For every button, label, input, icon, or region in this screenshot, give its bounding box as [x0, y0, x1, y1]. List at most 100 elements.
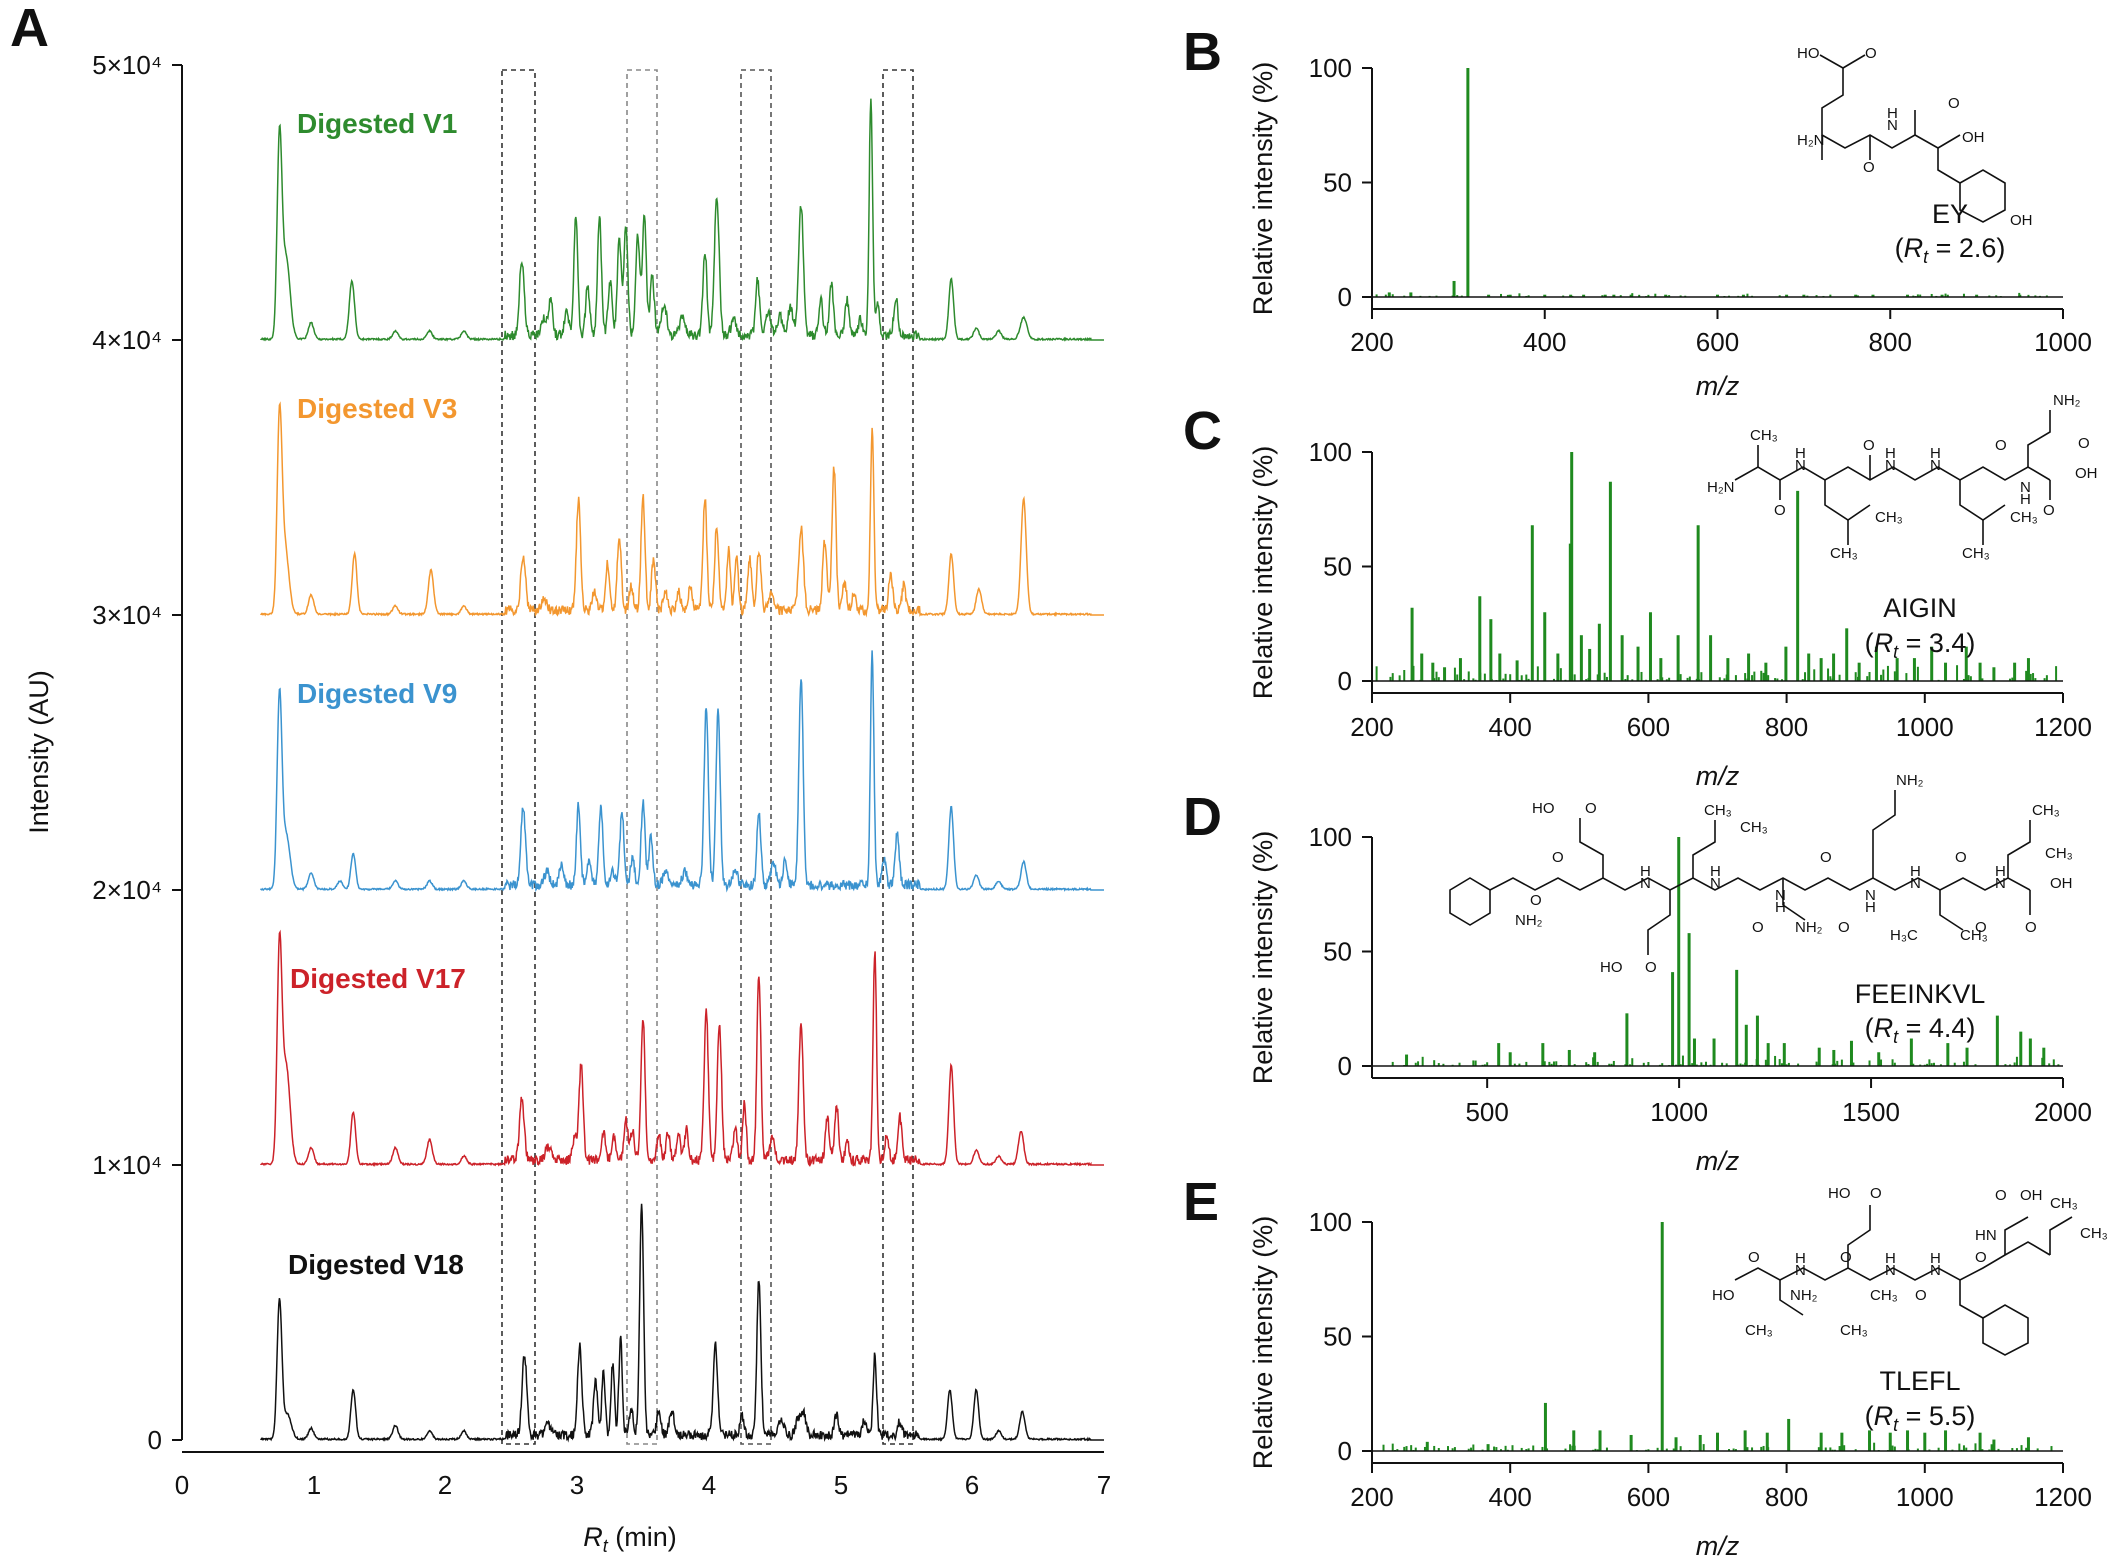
chem-label: O: [2043, 502, 2055, 519]
chem-label: NH₂: [2053, 392, 2081, 409]
panel-a-x-ticks: 0 1 2 3 4 5 6 7: [175, 1470, 1111, 1500]
ms-spectrum: [1375, 452, 2058, 681]
rt-part: = 3.4): [1898, 628, 1975, 658]
chem-label: N: [1995, 875, 2006, 892]
bond: [1779, 1280, 1804, 1316]
chem-label: O: [1820, 849, 1832, 866]
bond: [2007, 820, 2031, 878]
bond: [1819, 54, 1916, 149]
chem-label: NH₂: [1515, 912, 1543, 929]
chem-label: O: [2025, 919, 2037, 936]
ms-spectrum: [1382, 1222, 2053, 1451]
rt-part: (: [1895, 233, 1904, 263]
chem-label: HO: [1600, 959, 1623, 976]
chromatogram-v9: [260, 650, 1104, 893]
ring: [1982, 1304, 2029, 1356]
x-tick-label: 7: [1097, 1470, 1111, 1500]
y-tick-label: 0: [148, 1425, 162, 1455]
chem-label: O: [1748, 1249, 1760, 1266]
peptide-rt: (Rt = 4.4): [1865, 1013, 1976, 1047]
bond: [1914, 134, 2006, 223]
panel-letter: E: [1183, 1172, 1219, 1232]
ms-y-label: Relative intensity (%): [1248, 62, 1278, 316]
chem-label: N: [1887, 117, 1898, 134]
chem-label: O: [1863, 159, 1875, 176]
bond: [1937, 134, 1961, 149]
chem-label: HO: [1828, 1185, 1851, 1202]
rt-part: t: [1893, 642, 1899, 662]
structure-ey: [1819, 54, 2006, 223]
chem-label: NH₂: [1795, 919, 1823, 936]
bond: [1782, 878, 1806, 921]
chem-label: O: [1865, 45, 1877, 62]
chem-label: CH₃: [1870, 1287, 1898, 1304]
chem-label: N: [1710, 875, 1721, 892]
y-tick-label: 50: [1323, 937, 1352, 967]
y-tick-label: 50: [1323, 168, 1352, 198]
chem-label: O: [1752, 919, 1764, 936]
chem-label: N: [1795, 1262, 1806, 1279]
panel-a: A 0 1×10⁴ 2×10⁴ 3×10⁴ 4×10⁴ 5×10⁴ Intens…: [10, 0, 1111, 1556]
panel-e: E 0 50 100 200 400 600 800 1000 1200 Relative inte…: [1183, 1172, 2092, 1561]
chem-label: N: [1910, 875, 1921, 892]
chem-label: O: [1585, 800, 1597, 817]
structure-tlefl-labels: HO O O OH CH₃ HN CH₃ O N H O N H O N H H…: [1712, 1185, 2108, 1339]
chem-label: HO: [1532, 800, 1555, 817]
x-tick-label: 1: [307, 1470, 321, 1500]
rt-part: R: [1874, 1401, 1894, 1431]
chem-label: N: [1795, 457, 1806, 474]
chem-label: CH₃: [2032, 802, 2060, 819]
chem-label: H₂N: [1707, 479, 1735, 496]
y-tick-label: 3×10⁴: [92, 600, 162, 630]
x-tick-label: 400: [1489, 1482, 1532, 1512]
structure-ey-labels: HO O H₂N N H O OH O OH: [1797, 45, 2033, 229]
structure-feeinkvl-labels: NH₂ HO O CH₃ CH₃ CH₃ CH₃ O O O N H N H N…: [1515, 772, 2073, 976]
chem-label: H: [1885, 1250, 1896, 1267]
peptide-rt: (Rt = 5.5): [1865, 1401, 1976, 1435]
chem-label: CH₃: [2080, 1225, 2108, 1242]
ms-x-label: m/z: [1696, 1146, 1740, 1176]
chem-label: H: [1995, 863, 2006, 880]
bond: [2027, 410, 2051, 467]
panel-a-y-label: Intensity (AU): [24, 670, 54, 834]
ms-x-label: m/z: [1696, 1531, 1740, 1561]
chem-label: CH₃: [1740, 819, 1768, 836]
chem-label: N: [1930, 457, 1941, 474]
bond: [1824, 480, 1871, 521]
y-tick-label: 0: [1338, 282, 1352, 312]
panel-d: D 0 50 100 500 1000 1500 2000 Relative intensity…: [1183, 787, 2092, 1176]
rt-part: = 5.5): [1898, 1401, 1975, 1431]
rt-part: R: [1904, 233, 1924, 263]
chem-label: CH₃: [1745, 1322, 1773, 1339]
peptide-rt: (Rt = 3.4): [1865, 628, 1976, 662]
x-tick-label: 400: [1489, 712, 1532, 742]
chem-label: H₂N: [1797, 132, 1825, 149]
x-label-r: R: [583, 1522, 603, 1552]
rt-part: R: [1874, 628, 1894, 658]
x-label-unit: (min): [608, 1522, 677, 1552]
chem-label: H: [1885, 445, 1896, 462]
bond: [1872, 790, 1896, 878]
rt-part: = 2.6): [1928, 233, 2005, 263]
chem-label: CH₃: [2045, 845, 2073, 862]
peptide-name: FEEINKVL: [1855, 979, 1986, 1009]
bond: [1692, 820, 1716, 878]
chem-label: CH₃: [2050, 1195, 2078, 1212]
y-tick-label: 0: [1338, 1436, 1352, 1466]
y-tick-label: 50: [1323, 552, 1352, 582]
bond: [1842, 54, 1866, 69]
structure-feeinkvl: [1449, 790, 2031, 955]
panel-c: C 0 50 100 200 400 600 800 1000 1200 Relative inte…: [1183, 401, 2092, 791]
bond: [1734, 466, 2051, 481]
y-tick-label: 1×10⁴: [92, 1150, 162, 1180]
chem-label: O: [1840, 1249, 1852, 1266]
chem-label: H: [1640, 863, 1651, 880]
ring: [1449, 877, 1491, 926]
chem-label: OH: [2010, 212, 2033, 229]
x-tick-label: 500: [1465, 1097, 1508, 1127]
peptide-name: TLEFL: [1879, 1366, 1960, 1396]
chromatogram-v1: [260, 98, 1104, 342]
rt-part: (: [1865, 1401, 1874, 1431]
highlight-window: [740, 69, 772, 1445]
chem-label: CH₃: [2010, 509, 2038, 526]
